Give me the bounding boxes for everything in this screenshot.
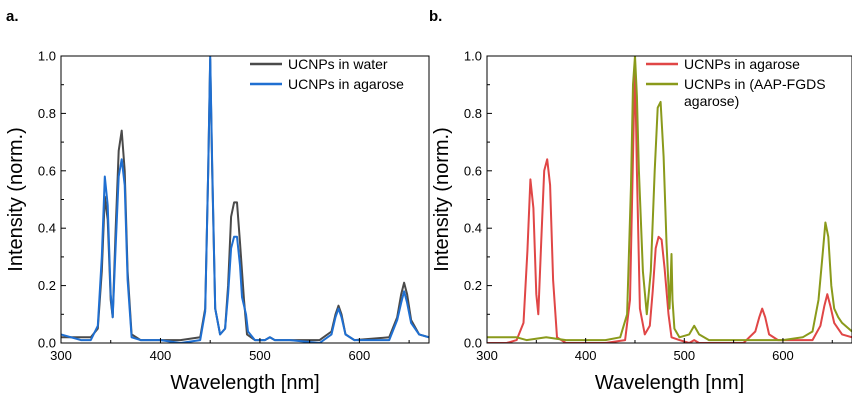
y-tick-label: 0.6 [464,163,482,178]
y-axis-title: Intensity (norm.) [5,127,27,271]
y-tick-label: 0.0 [38,336,56,351]
panel-a: a. 300 400 500 600 0.0 0.2 0.4 0.6 0.8 1.0 Wavelen… [5,8,430,394]
y-tick-label: 0.6 [38,163,56,178]
series-line-2 [487,56,852,342]
y-tick-label: 0.8 [464,106,482,121]
x-axis-title: Wavelength [nm] [595,372,744,394]
series-line-2 [61,56,429,343]
y-tick-label: 1.0 [464,49,482,64]
x-tick-label: 600 [772,348,794,363]
x-axis-title: Wavelength [nm] [170,372,319,394]
legend-label: UCNPs in agarose [288,76,404,92]
panel-b: b. 300 400 500 600 0.0 0.2 0.4 0.6 0.8 1.0 Wavelen… [429,8,852,394]
y-tick-label: 0.2 [464,278,482,293]
x-tick-label: 300 [476,348,498,363]
x-tick-label: 500 [673,348,695,363]
y-tick-label: 0.0 [464,336,482,351]
y-tick-label: 0.2 [38,278,56,293]
series-line-1 [61,57,429,342]
legend: UCNPs in agarose UCNPs in (AAP-FGDS agaros… [646,56,826,109]
panel-a-label: a. [6,8,19,25]
y-axis-title: Intensity (norm.) [431,127,453,271]
x-tick-label: 300 [50,348,72,363]
legend-label: UCNPs in water [288,56,388,72]
x-tick-label: 600 [349,348,371,363]
x-tick-label: 400 [150,348,172,363]
y-tick-label: 0.4 [38,221,56,236]
x-tick-label: 500 [249,348,271,363]
x-tick-label: 400 [575,348,597,363]
legend-label: UCNPs in agarose [684,56,800,72]
legend: UCNPs in water UCNPs in agarose [250,56,404,92]
y-tick-label: 0.8 [38,106,56,121]
panel-b-label: b. [429,8,442,25]
plot-area [487,56,852,343]
plot-area [61,56,429,343]
y-tick-label: 1.0 [38,49,56,64]
series-line-1 [487,60,852,343]
legend-label: UCNPs in (AAP-FGDS agarose) [684,76,826,109]
y-tick-label: 0.4 [464,221,482,236]
